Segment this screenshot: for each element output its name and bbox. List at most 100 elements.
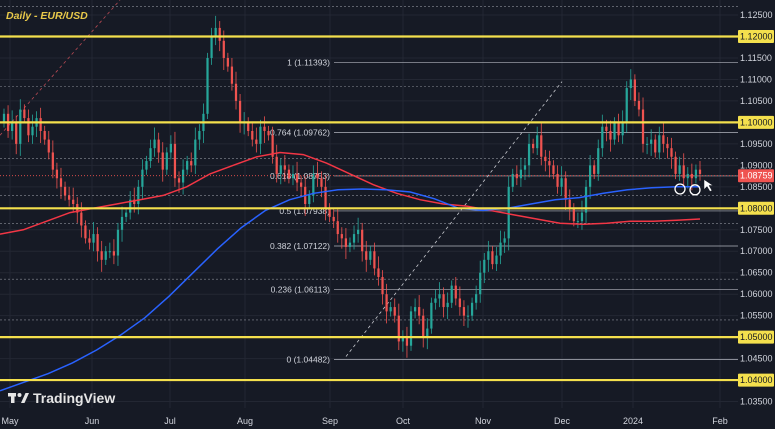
price-tick-18: 1.03500 (740, 397, 773, 407)
candle-body-163 (666, 143, 669, 149)
tradingview-logo: TradingView (8, 390, 115, 406)
candle-body-147 (601, 126, 604, 149)
candle-body-88 (361, 229, 364, 252)
current-price-tag-bg (738, 169, 774, 183)
candle-body-54 (222, 40, 225, 58)
price-tick-9: 1.08000 (740, 203, 773, 213)
price-tick-2: 1.11500 (740, 53, 772, 63)
price-tick-5: 1.10000 (740, 117, 773, 127)
candle-body-123 (503, 238, 506, 243)
candle-body-104 (426, 328, 429, 338)
candle-body-71 (291, 173, 295, 179)
price-tick-1: 1.12000 (740, 32, 773, 42)
time-tick-5: Oct (396, 416, 411, 426)
candle-body-135 (552, 165, 555, 174)
price-tag-bg-1 (738, 30, 774, 44)
time-axis[interactable]: May Jun Jul Aug Sep Oct Nov Dec 2024 Feb (1, 416, 727, 426)
candle-body-121 (495, 255, 498, 265)
fib-label-0: 1 (1.11393) (287, 58, 330, 68)
candle-body-53 (218, 27, 221, 41)
candle-body-86 (352, 234, 356, 243)
candle-body-68 (279, 165, 282, 174)
candle-body-84 (344, 238, 348, 247)
candle-body-120 (491, 251, 494, 265)
price-tick-12: 1.06500 (740, 268, 773, 278)
candle-body-22 (92, 234, 95, 243)
candle-body-132 (540, 135, 543, 157)
candle-body-75 (308, 195, 311, 204)
candle-body-89 (365, 251, 368, 260)
price-tag-bg-15 (738, 330, 774, 344)
candle-body-63 (259, 126, 262, 144)
candle-body-115 (470, 302, 474, 316)
candle-body-73 (300, 182, 303, 187)
price-tick-15: 1.05000 (740, 332, 773, 342)
trendline-fib (345, 81, 563, 357)
candle-body-112 (458, 298, 461, 308)
time-tick-9: Feb (712, 416, 728, 426)
price-tick-7: 1.09000 (740, 160, 773, 170)
candle-body-97 (397, 315, 400, 342)
time-tick-3: Aug (237, 416, 253, 426)
candle-body-11 (47, 139, 50, 153)
candle-body-10 (43, 130, 46, 140)
fib-label-4: 0.382 (1.07122) (270, 241, 330, 251)
candle-body-160 (654, 139, 657, 153)
candle-body-77 (316, 173, 319, 179)
candle-body-60 (247, 122, 250, 131)
price-tick-4: 1.10500 (740, 96, 773, 106)
candle-body-39 (161, 152, 164, 170)
candle-body-29 (120, 216, 124, 230)
candle-body-66 (271, 135, 274, 157)
price-tick-10: 1.07500 (740, 225, 773, 235)
candle-body-27 (112, 251, 116, 256)
candle-body-2 (11, 122, 14, 131)
price-tick-11: 1.07000 (740, 246, 773, 256)
time-tick-1: Jun (85, 416, 100, 426)
candle-body-164 (670, 148, 673, 157)
candle-body-127 (519, 169, 523, 179)
candle-body-143 (584, 186, 588, 213)
plot-background (0, 0, 738, 408)
candle-body-40 (165, 152, 168, 170)
time-tick-2: Jul (164, 416, 176, 426)
candle-body-128 (523, 165, 527, 170)
candle-body-26 (108, 251, 111, 253)
candle-body-58 (238, 100, 242, 123)
candle-body-15 (63, 186, 67, 196)
candle-body-166 (678, 165, 681, 174)
candle-body-101 (413, 307, 417, 312)
candle-body-156 (637, 100, 641, 110)
price-axis[interactable]: 1.12500 1.12000 1.11500 1.11000 1.10500 1.100… (0, 10, 774, 407)
annotations (0, 35, 738, 382)
price-tick-8: 1.08500 (740, 182, 773, 192)
candle-body-62 (255, 139, 258, 144)
candle-body-122 (499, 242, 502, 256)
candle-body-92 (377, 268, 380, 278)
candle-body-154 (629, 79, 632, 89)
candle-body-64 (263, 126, 266, 131)
candle-body-57 (234, 83, 238, 101)
price-tick-17: 1.04000 (740, 375, 773, 385)
candle-body-48 (198, 130, 201, 140)
candle-body-9 (39, 118, 42, 131)
candle-body-83 (340, 234, 343, 239)
candle-body-56 (230, 66, 234, 84)
candle-body-51 (210, 36, 213, 58)
candle-body-7 (31, 126, 34, 136)
candle-body-96 (393, 307, 396, 316)
candle-body-153 (625, 88, 628, 123)
current-price-tag: 1.08759 (740, 171, 773, 181)
fib-label-1: 0.764 (1.09762) (270, 128, 330, 138)
candle-body-43 (177, 178, 181, 183)
price-tick-6: 1.09500 (740, 139, 773, 149)
candle-body-32 (133, 199, 136, 204)
fib-label-6: 0 (1.04482) (287, 354, 331, 364)
candle-body-21 (88, 238, 91, 243)
candle-body-79 (324, 186, 327, 209)
moving-average-line-0 (0, 151, 701, 235)
candle-body-134 (548, 161, 551, 166)
candle-body-28 (116, 229, 120, 256)
candle-body-25 (104, 251, 107, 260)
tradingview-logo-icon (8, 393, 29, 403)
